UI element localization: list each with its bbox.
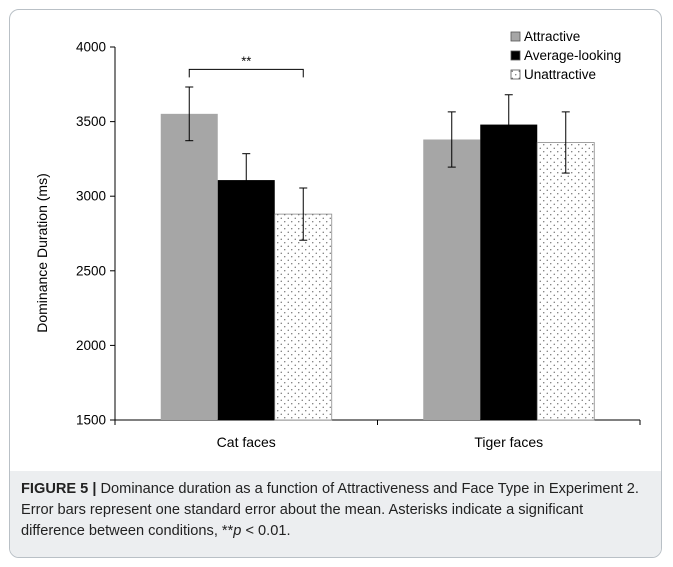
legend-label: Unattractive: [524, 67, 596, 82]
bar-chart: 1500 2000 2500 3000 3500 4000 Cat faces Tiger f…: [34, 29, 641, 450]
bar-average-looking-0: [217, 180, 275, 420]
legend-swatch-unattractive: [510, 69, 521, 80]
y-tick-label: 2500: [76, 263, 106, 278]
y-tick-label: 1500: [76, 413, 106, 428]
bars: [160, 113, 595, 421]
axes: 1500 2000 2500 3000 3500 4000 Cat faces Tiger f…: [76, 40, 641, 450]
figure-caption: FIGURE 5 | Dominance duration as a funct…: [10, 471, 661, 557]
y-tick-label: 2000: [76, 338, 106, 353]
y-tick-label: 4000: [76, 40, 106, 55]
bar-unattractive-0: [274, 213, 333, 421]
caption-p-symbol: p: [233, 523, 242, 539]
caption-text-end: < 0.01.: [241, 523, 291, 539]
significance-stars: **: [241, 53, 251, 68]
legend-label: Average-looking: [524, 48, 621, 63]
annotations: **: [188, 53, 304, 78]
significance-bracket: [188, 68, 304, 78]
y-tick-label: 3000: [76, 189, 106, 204]
legend-label: Attractive: [524, 29, 580, 44]
bar-average-looking-1: [480, 124, 538, 421]
x-tick-label: Tiger faces: [474, 434, 543, 450]
legend-swatch-attractive: [510, 31, 521, 42]
figure-frame: 1500 2000 2500 3000 3500 4000 Cat faces Tiger f…: [9, 9, 662, 558]
bar-attractive-0: [160, 113, 218, 420]
bar-unattractive-1: [536, 142, 595, 421]
bar-attractive-1: [423, 139, 481, 420]
caption-text: Dominance duration as a function of Attr…: [21, 481, 639, 539]
legend: Attractive Average-looking Unattractive: [510, 29, 621, 82]
caption-label: FIGURE 5 |: [21, 481, 97, 497]
x-tick-label: Cat faces: [217, 434, 276, 450]
y-axis-label: Dominance Duration (ms): [34, 173, 50, 333]
y-tick-label: 3500: [76, 114, 106, 129]
legend-swatch-average-looking: [510, 50, 521, 61]
error-bars: [185, 86, 570, 241]
